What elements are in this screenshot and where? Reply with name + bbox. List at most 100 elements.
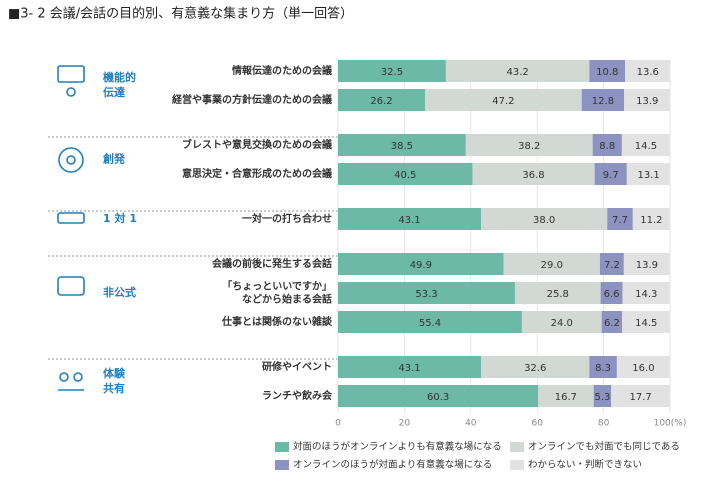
x-tick-label: 40 — [465, 419, 477, 429]
icon — [58, 147, 84, 173]
chart-title: ■3- 2 会議/会話の目的別、有意義な集まり方（単一回答） — [8, 6, 353, 22]
value-label: 14.5 — [635, 318, 657, 329]
value-label: 40.5 — [394, 170, 416, 181]
bar-segment — [589, 60, 626, 82]
bar-segment — [338, 385, 539, 407]
category-label: 一対一の打ち合わせ — [242, 212, 332, 225]
group-label: 伝達 — [103, 85, 125, 99]
bar-segment — [625, 60, 671, 82]
group-label: 創発 — [102, 152, 126, 166]
bar-segment — [514, 282, 601, 304]
bar-segment — [424, 89, 582, 111]
category-label: などから始まる会話 — [242, 293, 332, 306]
value-label: 24.0 — [551, 318, 573, 329]
bar-segment — [481, 208, 608, 230]
legend-label: わからない・判断できない — [528, 459, 642, 471]
bar-segment — [607, 208, 633, 230]
icon — [73, 372, 83, 382]
value-label: 8.3 — [595, 363, 611, 374]
legend-swatch — [510, 460, 524, 470]
bar-segment — [338, 134, 466, 156]
value-label: 47.2 — [492, 96, 514, 107]
legend-swatch — [510, 442, 524, 452]
group-label: 1 対 1 — [103, 211, 137, 225]
legend-label: オンラインでも対面でも同じである — [528, 441, 680, 453]
bar-segment — [465, 134, 593, 156]
value-label: 17.7 — [629, 392, 651, 403]
bar-segment — [593, 385, 612, 407]
value-label: 14.3 — [635, 289, 657, 300]
category-label: 研修やイベント — [262, 360, 332, 373]
bar-segment — [626, 163, 671, 185]
value-label: 43.1 — [398, 215, 420, 226]
legend-swatch — [275, 460, 289, 470]
bar-segment — [589, 356, 617, 378]
category-label: 仕事とは関係のない雑談 — [221, 315, 333, 328]
bar-segment — [338, 163, 473, 185]
bar-segment — [338, 311, 522, 333]
category-label: 経営や事業の方針伝達のための会議 — [172, 93, 332, 106]
icon — [66, 87, 76, 97]
value-label: 38.0 — [533, 215, 555, 226]
bar-segment — [338, 89, 425, 111]
value-label: 49.9 — [410, 260, 432, 271]
category-label: ブレストや意見交換のための会議 — [182, 138, 332, 151]
value-label: 6.6 — [604, 289, 620, 300]
bar-segment — [521, 311, 602, 333]
bar-segment — [445, 60, 590, 82]
value-label: 29.0 — [541, 260, 563, 271]
value-label: 32.6 — [524, 363, 546, 374]
value-label: 7.2 — [604, 260, 620, 271]
value-label: 43.2 — [506, 67, 528, 78]
icon — [66, 155, 76, 165]
bar-segment — [616, 356, 670, 378]
value-label: 32.5 — [381, 67, 403, 78]
category-label: 「ちょっといいですか」 — [222, 280, 332, 293]
bar-segment — [624, 89, 671, 111]
value-label: 60.3 — [427, 392, 449, 403]
category-label: 意思決定・合意形成のための会議 — [182, 167, 332, 180]
value-label: 6.2 — [604, 318, 620, 329]
group-label: 機能的 — [103, 70, 136, 84]
bar-segment — [592, 134, 622, 156]
category-label: 会議の前後に発生する会話 — [212, 257, 332, 270]
value-label: 5.3 — [594, 392, 610, 403]
value-label: 8.8 — [599, 141, 615, 152]
value-label: 13.6 — [637, 67, 659, 78]
bar-segment — [599, 253, 624, 275]
bar-segment — [623, 253, 670, 275]
value-label: 14.5 — [635, 141, 657, 152]
bar-segment — [621, 134, 670, 156]
value-label: 36.8 — [522, 170, 544, 181]
icon — [59, 372, 69, 382]
group-label: 非公式 — [103, 285, 136, 299]
value-label: 26.2 — [370, 96, 392, 107]
bar-segment — [481, 356, 590, 378]
value-label: 13.1 — [637, 170, 659, 181]
bar-segment — [601, 311, 623, 333]
value-label: 38.5 — [391, 141, 413, 152]
bar-segment — [594, 163, 627, 185]
value-label: 16.7 — [555, 392, 577, 403]
bar-segment — [338, 60, 446, 82]
category-label: ランチや飲み会 — [262, 389, 332, 402]
bar-segment — [338, 356, 482, 378]
bar-segment — [632, 208, 670, 230]
icon — [57, 276, 85, 296]
value-label: 16.0 — [632, 363, 654, 374]
value-label: 38.2 — [518, 141, 540, 152]
bar-segment — [472, 163, 595, 185]
value-label: 10.8 — [596, 67, 618, 78]
icon — [57, 212, 85, 224]
legend-swatch — [275, 442, 289, 452]
value-label: 9.7 — [603, 170, 619, 181]
x-tick-label: 0 — [335, 419, 341, 429]
bar-segment — [611, 385, 670, 407]
x-tick-label: 60 — [531, 419, 543, 429]
category-label: 情報伝達のための会議 — [232, 64, 332, 77]
bar-segment — [600, 282, 623, 304]
icons — [57, 65, 85, 391]
x-tick-label: 20 — [399, 419, 411, 429]
bar-segment — [622, 311, 671, 333]
